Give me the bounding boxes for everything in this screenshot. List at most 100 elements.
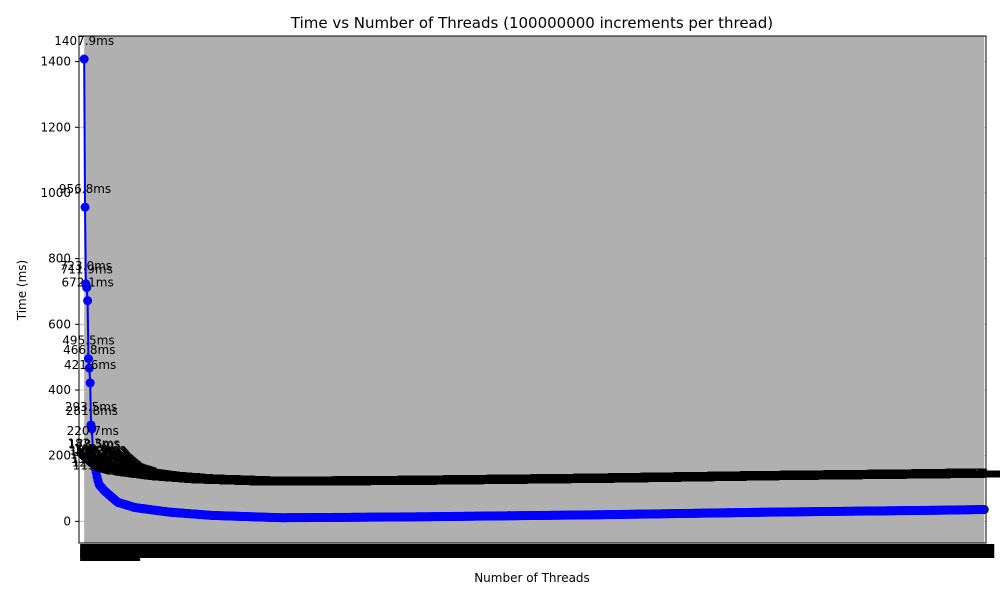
data-label: 90.1ms	[943, 467, 988, 481]
data-label: 75.2ms	[180, 472, 225, 486]
data-label: 73.4ms	[530, 472, 575, 486]
data-label: 87.4ms	[874, 468, 919, 482]
data-label: 67.7ms	[349, 474, 394, 488]
data-label: 66.2ms	[269, 475, 314, 489]
data-label: 87.7ms	[882, 468, 927, 482]
data-label: 76.9ms	[617, 471, 662, 485]
data-label: 78.4ms	[651, 471, 696, 485]
data-label: 86.5ms	[848, 468, 893, 482]
data-label: 83.0ms	[748, 469, 793, 483]
data-label: 68.0ms	[362, 474, 407, 488]
data-label: 68.2ms	[369, 474, 414, 488]
data-label: 77.9ms	[639, 471, 684, 485]
data-label: 81.5ms	[716, 470, 761, 484]
data-label: 70.1ms	[218, 473, 263, 487]
data-label: 220.7ms	[67, 424, 119, 438]
x-tick-label-band-2	[80, 549, 141, 561]
data-label: 71.3ms	[470, 473, 515, 487]
data-label: 93.8ms	[120, 466, 165, 480]
data-label: 80.8ms	[702, 470, 747, 484]
data-label: 66.2ms	[257, 475, 302, 489]
data-label: 71.0ms	[463, 473, 508, 487]
data-label: 75.7ms	[592, 471, 637, 485]
data-label: 72.8ms	[513, 472, 558, 486]
data-label: 93.2ms	[122, 466, 167, 480]
data-label: 67.3ms	[332, 474, 377, 488]
data-label: 75.0ms	[576, 472, 621, 486]
data-label: 84.5ms	[791, 469, 836, 483]
data-label: 107.4ms	[98, 461, 150, 475]
data-label: 87.3ms	[872, 468, 917, 482]
data-label: 105.8ms	[99, 462, 151, 476]
data-label: 88.5ms	[906, 467, 951, 481]
data-label: 84.4ms	[143, 469, 188, 483]
data-label: 87.5ms	[136, 468, 181, 482]
data-label: 74.0ms	[186, 472, 231, 486]
data-label: 78.8ms	[658, 470, 703, 484]
data-label: 75.8ms	[593, 471, 638, 485]
data-label: 72.5ms	[505, 473, 550, 487]
data-label: 83.9ms	[775, 469, 820, 483]
data-label: 79.3ms	[670, 470, 715, 484]
data-label: 84.7ms	[796, 469, 841, 483]
data-label: 76.5ms	[609, 471, 654, 485]
data-label: 83.1ms	[752, 469, 797, 483]
data-label: 86.1ms	[837, 468, 882, 482]
data-label: 66.8ms	[305, 474, 350, 488]
data-label: 86.7ms	[854, 468, 899, 482]
data-label: 69.0ms	[403, 474, 448, 488]
data-label: 86.0ms	[835, 468, 880, 482]
data-label: 70.3ms	[444, 473, 489, 487]
data-label: 70.0ms	[434, 473, 479, 487]
data-label: 69.9ms	[431, 473, 476, 487]
data-label: 956.8ms	[59, 182, 111, 196]
data-label: 87.6ms	[880, 468, 925, 482]
data-label: 71.0ms	[462, 473, 507, 487]
data-label: 115.3ms	[91, 458, 143, 472]
data-label: 70.4ms	[446, 473, 491, 487]
data-label: 70.6ms	[450, 473, 495, 487]
data-label: 82.6ms	[740, 469, 785, 483]
data-label: 91.0ms	[961, 466, 1000, 480]
data-label: 70.7ms	[454, 473, 499, 487]
data-label: 70.9ms	[460, 473, 505, 487]
data-label: 81.8ms	[723, 469, 768, 483]
data-label: 66.2ms	[273, 475, 318, 489]
data-label: 68.9ms	[230, 474, 275, 488]
data-label: 90.7ms	[128, 467, 173, 481]
data-label: 70.7ms	[452, 473, 497, 487]
data-label: 66.6ms	[295, 474, 340, 488]
data-label: 85.3ms	[814, 468, 859, 482]
data-label: 73.6ms	[187, 472, 232, 486]
data-label: 78.7ms	[656, 470, 701, 484]
data-label: 68.0ms	[364, 474, 409, 488]
data-label: 89.3ms	[928, 467, 973, 481]
data-label: 72.8ms	[512, 472, 557, 486]
data-label: 68.8ms	[395, 474, 440, 488]
data-label: 71.5ms	[476, 473, 521, 487]
data-label: 70.2ms	[217, 473, 262, 487]
data-label: 68.3ms	[376, 474, 421, 488]
data-label: 72.3ms	[499, 473, 544, 487]
data-label: 71.5ms	[477, 473, 522, 487]
data-label: 67.0ms	[316, 474, 361, 488]
data-label: 73.2ms	[524, 472, 569, 486]
data-label: 79.8ms	[161, 470, 206, 484]
data-label: 84.3ms	[787, 469, 832, 483]
data-label: 66.6ms	[293, 474, 338, 488]
data-label: 672.1ms	[61, 276, 113, 290]
data-label: 84.2ms	[783, 469, 828, 483]
data-label: 66.2ms	[271, 475, 316, 489]
data-label: 70.1ms	[437, 473, 482, 487]
data-label: 78.0ms	[642, 471, 687, 485]
data-label: 97.0ms	[113, 464, 158, 478]
data-label: 79.1ms	[664, 470, 709, 484]
data-label: 83.7ms	[769, 469, 814, 483]
data-label: 68.0ms	[361, 474, 406, 488]
data-label: 72.7ms	[192, 472, 237, 486]
data-label: 70.5ms	[449, 473, 494, 487]
data-label: 71.0ms	[462, 473, 507, 487]
data-label: 85.3ms	[816, 468, 861, 482]
data-label: 66.5ms	[288, 474, 333, 488]
data-label: 80.4ms	[693, 470, 738, 484]
